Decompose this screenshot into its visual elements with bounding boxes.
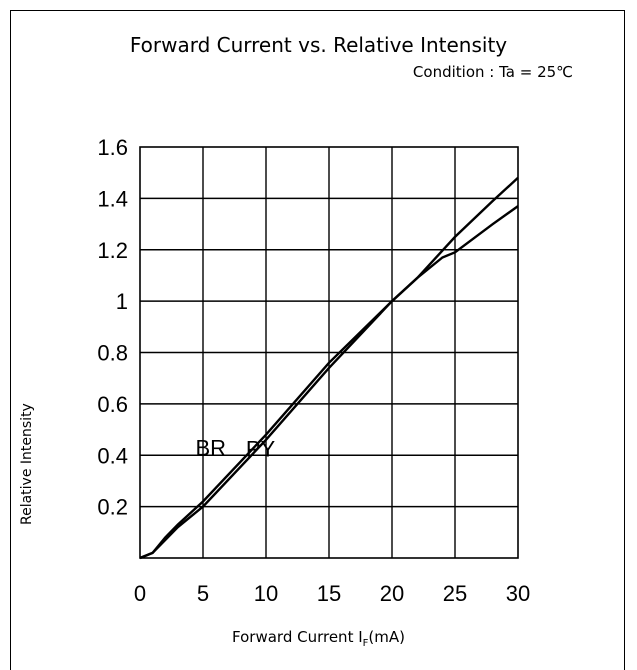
series-line-br xyxy=(139,176,519,560)
y-tick-label: 0.2 xyxy=(97,495,128,520)
x-tick-label: 20 xyxy=(380,581,404,606)
annotation-py: PY xyxy=(246,437,276,462)
y-tick-label: 0.4 xyxy=(97,443,128,468)
x-tick-label: 15 xyxy=(317,581,341,606)
y-tick-label: 0.6 xyxy=(97,392,128,417)
grid-layer xyxy=(139,146,519,559)
x-axis-label-unit: (mA) xyxy=(368,628,405,646)
y-tick-label: 1.4 xyxy=(97,186,128,211)
x-tick-label: 0 xyxy=(134,581,146,606)
y-tick-label: 1.2 xyxy=(97,238,128,263)
y-tick-label: 0.8 xyxy=(97,341,128,366)
x-tick-label: 5 xyxy=(197,581,209,606)
x-axis-label-subscript: F xyxy=(362,638,369,649)
y-tick-label: 1 xyxy=(116,289,128,314)
x-tick-label: 30 xyxy=(506,581,530,606)
x-tick-label: 10 xyxy=(254,581,278,606)
annotation-br: BR xyxy=(195,435,226,460)
x-tick-label: 25 xyxy=(443,581,467,606)
tick-layer: 0 5 10 15 20 25 30 0.2 0.4 0.6 0.8 1 1.2 1.4 1.6 xyxy=(97,135,530,606)
chart-title: Forward Current vs. Relative Intensity xyxy=(129,33,508,57)
chart-frame xyxy=(10,10,625,670)
x-axis-label-main: Forward Current I xyxy=(232,628,363,646)
series-layer xyxy=(139,176,519,560)
x-axis-label: Forward Current IF(mA) xyxy=(0,628,637,649)
y-tick-label: 1.6 xyxy=(97,135,128,160)
chart-condition: Condition : Ta = 25℃ xyxy=(412,63,573,81)
series-line-py xyxy=(139,205,519,560)
